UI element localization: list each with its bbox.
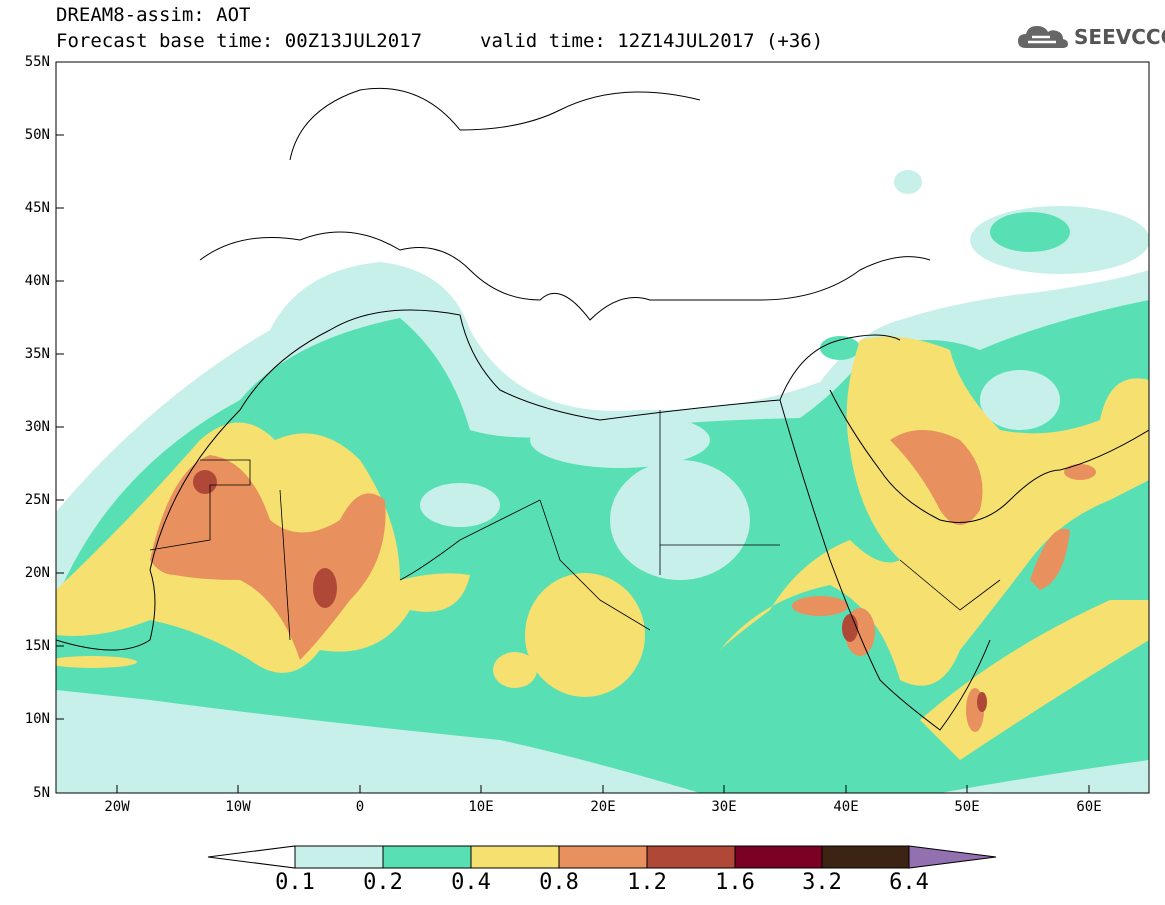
lat-label: 40N [24, 273, 50, 289]
colorbar-label: 6.4 [889, 870, 929, 895]
colorbar-bin-1.6 [734, 845, 823, 869]
lon-label: 60E [1076, 799, 1102, 815]
aot-band-0.8 [150, 430, 1096, 732]
colorbar-label: 0.4 [451, 870, 491, 895]
coastlines [56, 87, 1149, 731]
lon-label: 10W [225, 799, 251, 815]
lon-label: 20E [590, 799, 616, 815]
axis-ticks [56, 61, 1090, 793]
lat-label: 20N [24, 565, 50, 581]
colorbar-max-arrow [908, 845, 997, 869]
lat-label: 55N [24, 54, 50, 70]
colorbar [207, 845, 997, 869]
colorbar-label: 1.6 [715, 870, 755, 895]
cloud-icon [1018, 26, 1068, 48]
colorbar-bin-0.1 [294, 845, 384, 869]
borders [149, 410, 1001, 641]
logo-text: SEEVCCC [1074, 25, 1165, 49]
lon-label: 50E [954, 799, 980, 815]
colorbar-bin-0.8 [558, 845, 648, 869]
colorbar-bin-1.2 [646, 845, 736, 869]
lat-label: 50N [24, 127, 50, 143]
colorbar-label: 3.2 [802, 870, 842, 895]
colorbar-bin-0.4 [470, 845, 560, 869]
valid-time: valid time: 12Z14JUL2017 (+36) [480, 30, 824, 52]
lon-label: 40E [833, 799, 859, 815]
forecast-base-time: Forecast base time: 00Z13JUL2017 [56, 30, 423, 52]
colorbar-label: 0.8 [539, 870, 579, 895]
lon-label: 0 [355, 799, 365, 815]
lat-label: 30N [24, 419, 50, 435]
colorbar-label: 0.2 [363, 870, 403, 895]
aot-band-1.2 [193, 470, 987, 712]
map-title: DREAM8-assim: AOT [56, 4, 251, 26]
colorbar-label: 1.2 [627, 870, 667, 895]
colorbar-bin-0.2 [382, 845, 472, 869]
aot-clear-patches [420, 370, 1060, 580]
colorbar-min-arrow [207, 845, 296, 869]
lat-label: 15N [24, 638, 50, 654]
lon-label: 30E [711, 799, 737, 815]
seevccc-logo: SEEVCCC [1016, 22, 1165, 52]
lat-label: 45N [24, 200, 50, 216]
colorbar-label: 0.1 [275, 870, 315, 895]
lon-label: 10E [468, 799, 494, 815]
lon-label: 20W [104, 799, 130, 815]
lat-label: 10N [24, 711, 50, 727]
lat-label: 35N [24, 346, 50, 362]
lat-label: 25N [24, 492, 50, 508]
lat-label: 5N [33, 785, 50, 801]
colorbar-bin-3.2 [821, 845, 910, 869]
